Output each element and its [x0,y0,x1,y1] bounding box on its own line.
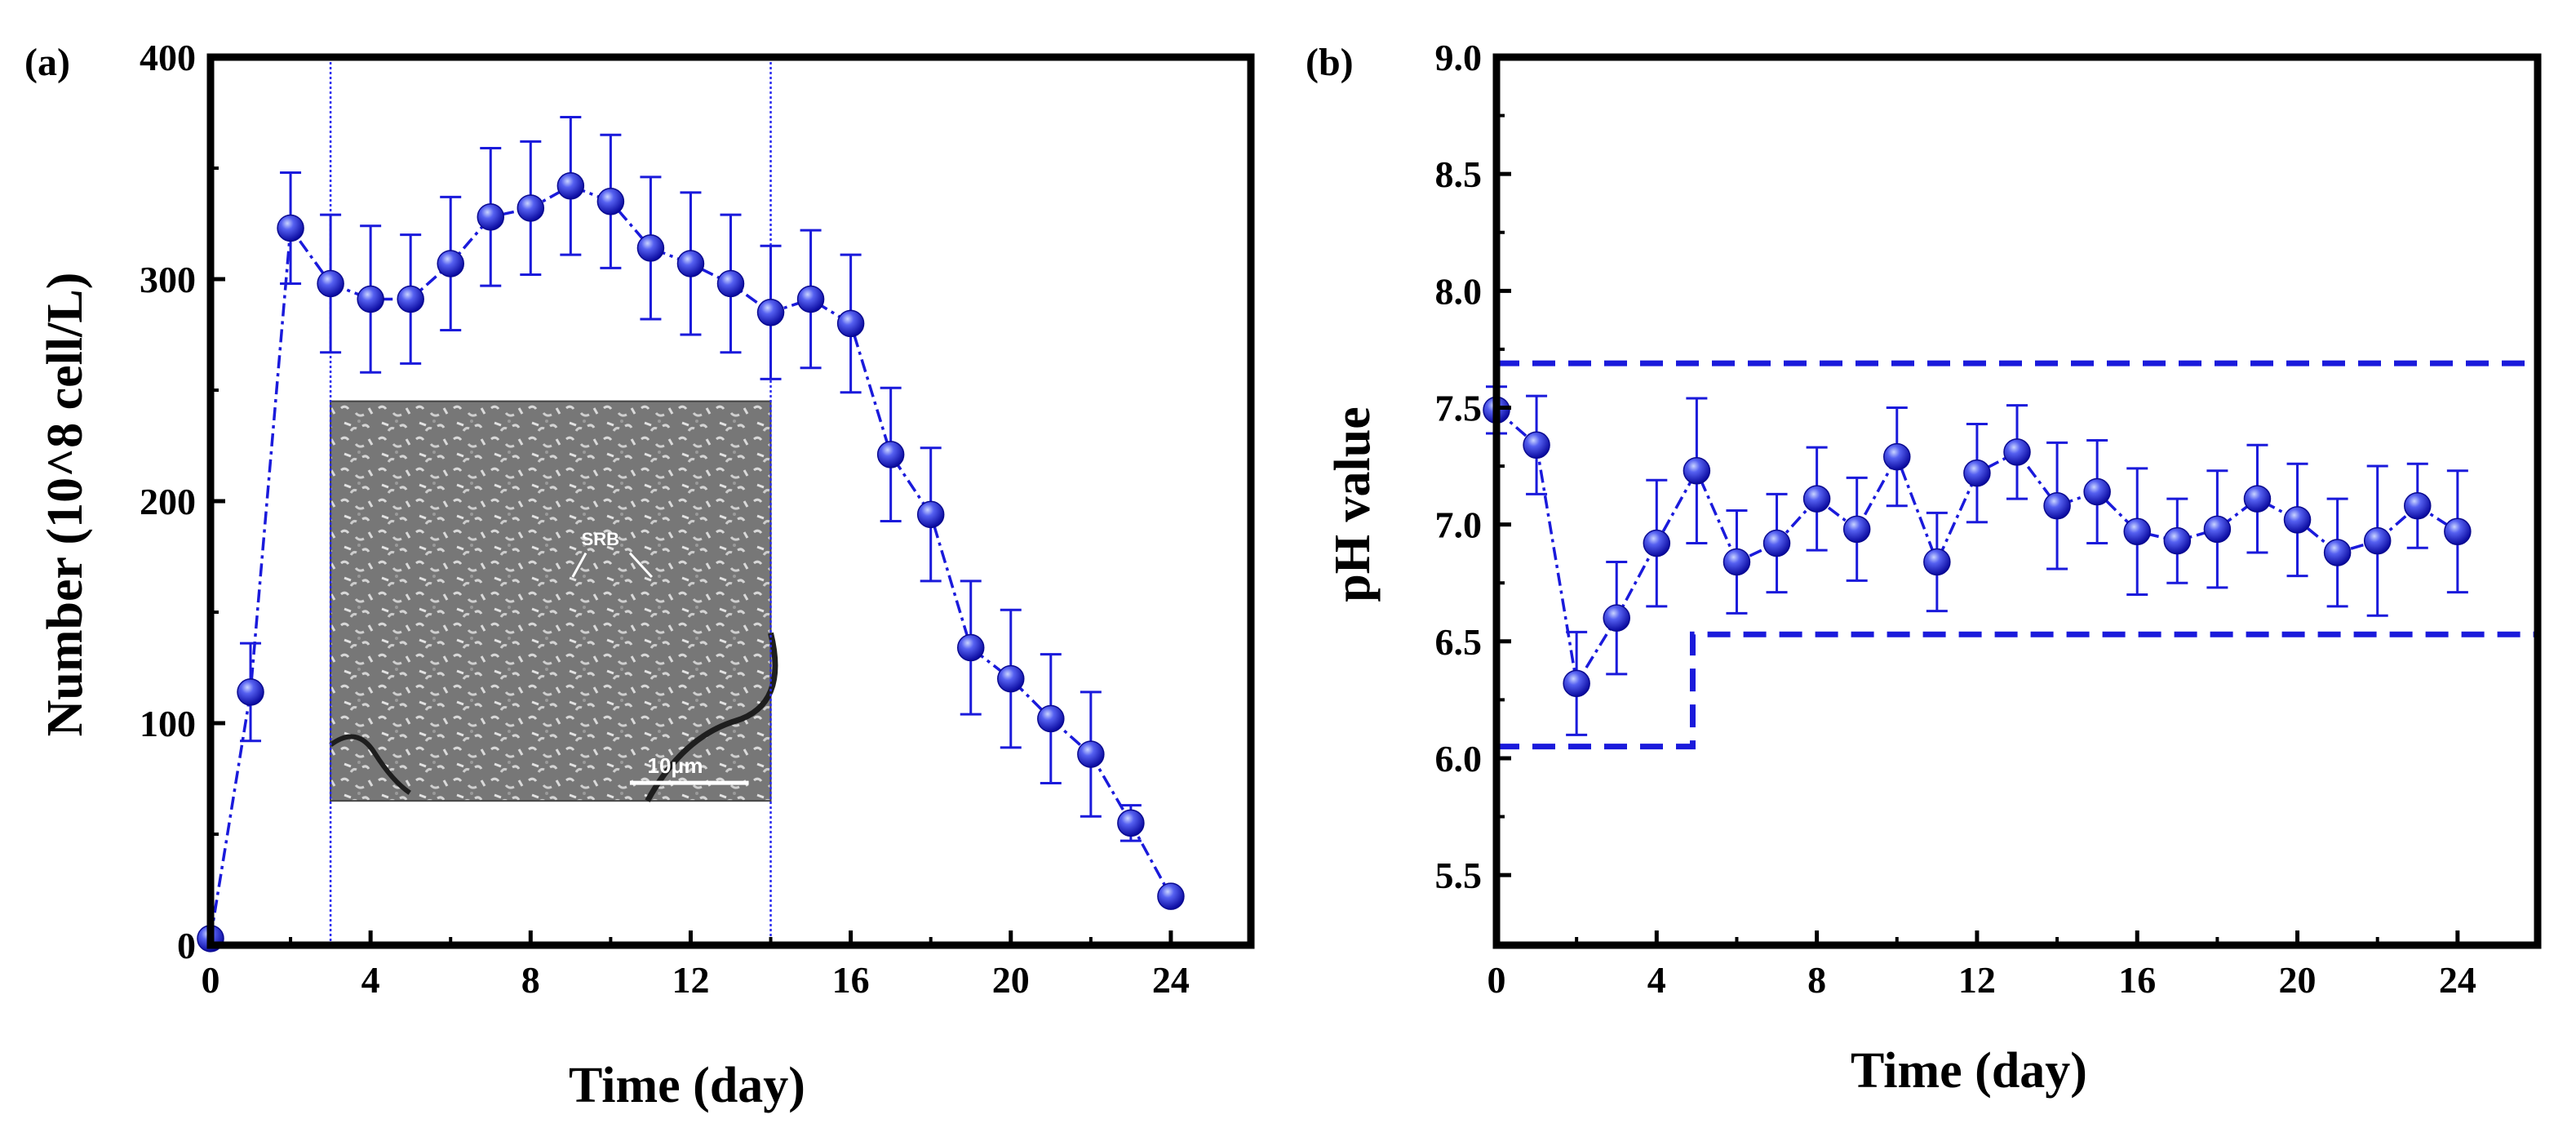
y-tick-label: 9.0 [1435,37,1483,78]
divider-lines [329,57,772,945]
data-point [1603,604,1630,632]
data-point [997,664,1025,693]
data-point [1643,529,1671,557]
x-tick-label: 12 [672,959,709,1001]
data-point [1037,704,1065,733]
y-tick-label: 8.0 [1435,270,1483,312]
data-point [1157,882,1185,910]
y-axis-title-b: pH value [1325,406,1381,602]
sem-srb-label: SRB [582,529,619,549]
data-point [237,678,264,706]
data-point [956,633,985,662]
y-tick-label: 7.5 [1435,387,1483,429]
x-tick-label: 4 [1647,959,1666,1001]
data-point [2003,438,2031,466]
y-tick-label: 300 [140,259,196,300]
plot-frame-b [1492,53,2542,949]
data-point [796,285,825,313]
x-tick-label: 4 [361,959,380,1001]
data-point [477,203,505,231]
x-tick-label: 12 [1958,959,1996,1001]
panel-b: (b) 0 4 8 12 16 20 245.56.06.57.07.58.08.59.0 … [1306,37,2542,1099]
data-point [397,285,424,313]
y-axis-title-a: Number (10^8 cell/L) [38,273,93,737]
sem-srb-arrows [571,552,653,579]
sem-inset-crack [645,632,778,802]
y-tick-label: 6.0 [1435,738,1483,779]
data-point [1077,740,1105,768]
data-point [2203,515,2232,544]
x-tick-label: 0 [1488,959,1506,1001]
x-tick-label: 8 [521,959,540,1001]
data-point [2444,517,2472,545]
data-point [2363,526,2392,555]
data-point [2083,477,2111,506]
data-point [2043,491,2071,520]
y-tick-label: 400 [140,37,196,78]
data-point [596,188,625,215]
data-point [836,309,865,338]
axis-ticks: 0 4 8 12 16 20 24 5.5 6.0 6.5 7.0 7.5 8.0 8.5 9.0 [1435,37,2476,1001]
data-point [317,269,344,298]
sem-scale-label: 10μm [648,753,703,778]
y-tick-label: 200 [140,481,196,522]
x-axis-title-a: Time (day) [569,1058,805,1113]
panel-label-a: (a) [24,41,70,84]
data-point [916,500,945,529]
data-point [1683,457,1711,485]
data-points [197,172,1185,953]
data-point [1762,529,1791,557]
data-point [2323,539,2352,566]
data-point [2163,526,2192,555]
data-point [1523,431,1550,460]
data-point [2243,485,2272,513]
sem-inset-background [330,400,772,802]
x-tick-label: 16 [2118,959,2156,1001]
data-point [2123,517,2151,545]
y-tick-label: 6.5 [1435,621,1483,663]
data-point [1563,669,1590,698]
data-point [1723,548,1751,576]
data-point [517,194,545,222]
sem-inset-crack [329,734,411,795]
axis-ticks: 0 4 8 12 16 20 24 0 100 200 300 400 [140,37,1190,1001]
data-point [1802,485,1831,513]
y-tick-label: 7.0 [1435,504,1483,546]
data-point [1923,548,1951,576]
x-tick-label: 16 [832,959,870,1001]
data-point [1883,442,1911,471]
data-point [876,441,905,469]
data-point [1842,515,1871,544]
data-point [2283,506,2312,534]
data-point [716,269,745,298]
data-point [357,285,384,313]
x-tick-label: 24 [1152,959,1190,1001]
x-axis-title-b: Time (day) [1851,1043,2087,1099]
y-tick-label: 8.5 [1435,153,1483,195]
x-tick-label: 20 [2279,959,2317,1001]
panel-a: (a) SRB 10μm 0 4 8 12 16 20 24 0 100 200 300 400 Ti… [24,37,1255,1113]
data-point [277,214,304,242]
data-point [636,234,665,262]
lower-limit-line [1496,631,2538,750]
y-tick-label: 5.5 [1435,855,1483,896]
error-bars [1486,385,2468,736]
data-point [1963,459,1991,487]
x-tick-label: 0 [202,959,220,1001]
y-tick-label: 0 [177,925,196,966]
data-point [676,250,705,278]
data-point [437,250,464,278]
sem-inset-image: SRB 10μm [329,400,778,802]
data-point [2404,491,2432,520]
x-tick-label: 8 [1807,959,1826,1001]
panel-label-b: (b) [1306,41,1354,84]
x-tick-label: 24 [2439,959,2476,1001]
data-point [756,299,785,326]
data-point [556,172,585,200]
x-tick-label: 20 [992,959,1030,1001]
y-tick-label: 100 [140,703,196,744]
data-point [1117,809,1145,837]
